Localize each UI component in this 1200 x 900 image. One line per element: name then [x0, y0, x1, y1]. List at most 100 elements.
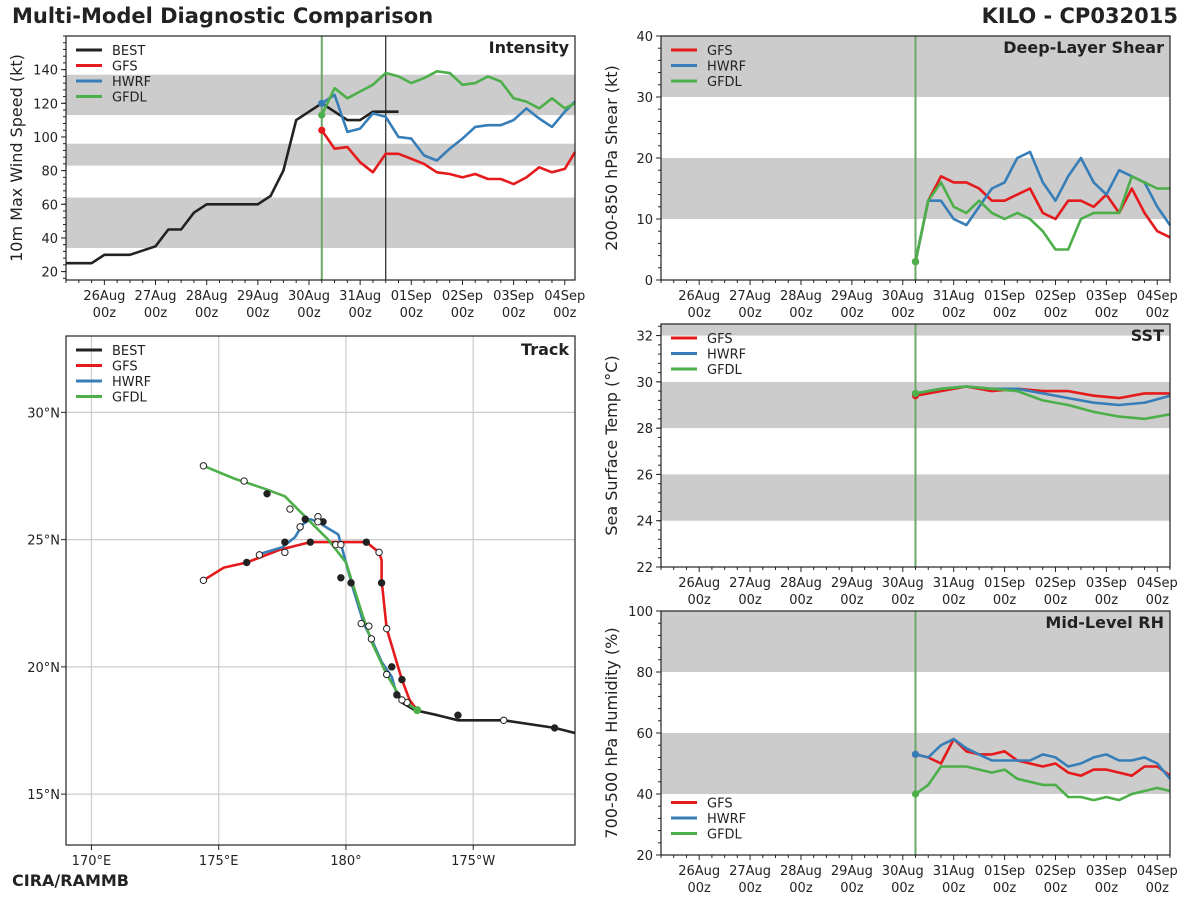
series-gfdl — [914, 175, 1170, 262]
y-tick-label: 30 — [636, 376, 653, 391]
x-tick-label: 31Aug — [933, 864, 975, 879]
track-marker-gfdl — [286, 505, 294, 513]
x-tick-label: 00z — [891, 881, 915, 896]
x-tick-label: 00z — [1146, 593, 1170, 608]
x-tick-label: 28Aug — [780, 576, 822, 591]
panel-title: Intensity — [489, 38, 570, 57]
x-tick-label: 00z — [840, 593, 864, 608]
x-tick-label: 00z — [144, 306, 168, 321]
x-tick-label: 170°E — [72, 854, 112, 869]
track-marker-gfs — [281, 548, 289, 557]
x-tick-label: 00z — [502, 306, 526, 321]
x-tick-label: 01Sep — [391, 289, 432, 304]
x-tick-label: 00z — [687, 306, 711, 321]
x-tick-label: 01Sep — [984, 289, 1025, 304]
y-tick-label: 30 — [636, 91, 653, 106]
track-marker-gfs — [242, 558, 251, 567]
panel-rh: 20 40 60 80 100 26Aug 00z 27Aug 00z 28Aug 00z 29Aug… — [602, 605, 1178, 896]
y-axis-label: 10m Max Wind Speed (kt) — [7, 54, 26, 262]
y-tick-label: 20 — [636, 849, 653, 864]
y-tick-label: 22 — [636, 561, 653, 576]
x-tick-label: 00z — [348, 306, 372, 321]
track-marker-gfs — [199, 576, 208, 585]
panel-track: 170°E 175°E 180° 175°W 15°N 20°N 25°N 30°N Track… — [27, 335, 576, 869]
x-tick-label: 31Aug — [933, 576, 975, 591]
y-tick-label: 15°N — [27, 788, 60, 803]
x-tick-label: 03Sep — [493, 289, 534, 304]
track-marker-best — [454, 711, 462, 719]
init-point-gfdl — [318, 111, 326, 119]
y-tick-label: 24 — [636, 515, 653, 530]
x-tick-label: 00z — [993, 306, 1017, 321]
legend-label-hwrf: HWRF — [112, 75, 151, 90]
x-tick-label: 26Aug — [83, 289, 125, 304]
series-gfdl — [320, 70, 576, 116]
track-marker-gfdl — [240, 477, 248, 485]
x-tick-label: 26Aug — [678, 576, 720, 591]
legend-label-hwrf: HWRF — [112, 375, 151, 390]
track-marker-hwrf — [281, 538, 289, 546]
x-tick-label: 29Aug — [237, 289, 279, 304]
track-marker-gfs — [382, 624, 391, 633]
x-tick-label: 26Aug — [678, 864, 720, 879]
track-marker-gfs — [398, 675, 406, 684]
x-tick-label: 04Sep — [1137, 576, 1178, 591]
y-tick-label: 20 — [41, 266, 58, 281]
panel-title: Deep-Layer Shear — [1003, 38, 1164, 57]
track-marker-gfdl — [365, 622, 373, 630]
x-tick-label: 00z — [246, 306, 270, 321]
series-hwrf — [914, 150, 1172, 262]
x-tick-label: 00z — [789, 593, 813, 608]
x-tick-label: 00z — [789, 306, 813, 321]
x-tick-label: 00z — [297, 306, 321, 321]
track-marker-hwrf — [393, 691, 401, 699]
track-marker-gfdl — [388, 663, 396, 671]
track-marker-gfs — [362, 538, 371, 546]
y-tick-label: 26 — [636, 468, 653, 483]
x-tick-label: 00z — [942, 881, 966, 896]
y-tick-label: 80 — [41, 165, 58, 180]
track-best — [401, 701, 576, 735]
y-tick-label: 60 — [636, 727, 653, 742]
intensity-band — [66, 74, 575, 116]
series-gfs — [914, 175, 1171, 262]
y-tick-label: 80 — [636, 666, 653, 681]
x-tick-label: 27Aug — [729, 289, 771, 304]
series-best — [66, 102, 399, 265]
x-tick-label: 00z — [1044, 593, 1068, 608]
y-tick-label: 60 — [41, 198, 58, 213]
y-tick-label: 0 — [645, 274, 653, 289]
x-tick-label: 00z — [738, 306, 762, 321]
x-tick-label: 28Aug — [186, 289, 228, 304]
track-marker-hwrf — [296, 523, 304, 531]
x-tick-label: 27Aug — [729, 864, 771, 879]
y-tick-label: 40 — [41, 232, 58, 247]
x-tick-label: 00z — [195, 306, 219, 321]
legend-label-gfs: GFS — [112, 60, 138, 75]
x-tick-label: 00z — [93, 306, 117, 321]
x-tick-label: 02Sep — [1035, 864, 1076, 879]
track-marker-gfdl — [263, 490, 271, 498]
y-tick-label: 140 — [33, 64, 58, 79]
x-tick-label: 30Aug — [882, 289, 924, 304]
x-tick-label: 00z — [1095, 881, 1119, 896]
track-marker-gfs — [375, 548, 383, 557]
track-marker-hwrf — [367, 635, 376, 643]
x-tick-label: 29Aug — [831, 289, 873, 304]
legend-label-gfs: GFS — [707, 44, 733, 59]
x-tick-label: 02Sep — [442, 289, 483, 304]
x-tick-label: 00z — [993, 881, 1017, 896]
panel-sst: 22 24 26 28 30 32 26Aug 00z 27Aug 00z 28Aug 00z 29Au… — [602, 323, 1178, 608]
panel-title: Mid-Level RH — [1045, 613, 1164, 632]
x-tick-label: 30Aug — [882, 864, 924, 879]
y-tick-label: 25°N — [27, 534, 60, 549]
storm-id: KILO - CP032015 — [981, 4, 1178, 28]
x-tick-label: 00z — [687, 881, 711, 896]
y-axis-label: 700-500 hPa Humidity (%) — [602, 627, 621, 838]
x-tick-label: 01Sep — [984, 576, 1025, 591]
panel-title: SST — [1131, 326, 1164, 345]
y-tick-label: 120 — [33, 97, 58, 112]
legend-label-gfdl: GFDL — [707, 363, 743, 378]
y-tick-label: 40 — [636, 788, 653, 803]
legend-label-hwrf: HWRF — [707, 60, 746, 75]
